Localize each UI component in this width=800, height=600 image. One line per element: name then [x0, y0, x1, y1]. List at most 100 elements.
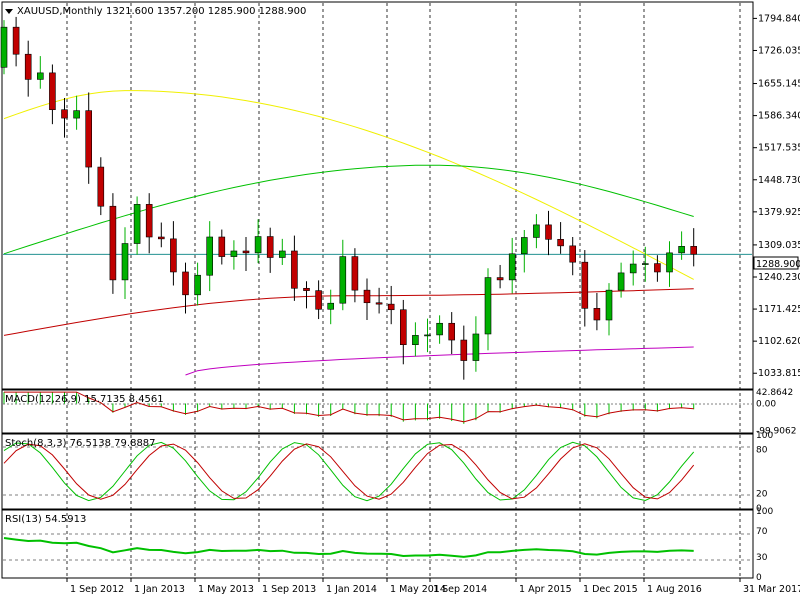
ma-fast-line [3, 90, 694, 280]
candle-body [545, 224, 552, 240]
x-tick-label: 1 Sep 2014 [433, 584, 487, 595]
indicator-tick-label: -99.9062 [756, 426, 796, 436]
candle-body [484, 277, 492, 335]
rsi-indicator [3, 537, 694, 558]
candle-body [303, 287, 310, 291]
current-price-box [753, 256, 799, 270]
x-tick-label: 1 Jan 2014 [326, 584, 377, 595]
candle-body [424, 334, 431, 337]
chart-ohlc: 1321.600 1357.200 1285.900 1288.900 [106, 6, 306, 17]
candle-body [73, 110, 80, 119]
x-tick-label: 1 Jan 2013 [134, 584, 185, 595]
candle-body [339, 256, 347, 304]
y-tick-label: 1033.815 [758, 368, 800, 379]
candle-body [24, 53, 32, 80]
rsi-line [3, 537, 694, 558]
candle-body [97, 166, 105, 207]
candle-body [399, 309, 407, 346]
price-panel [1, 1, 754, 390]
candle-body [375, 302, 383, 305]
stoch-title: Stoch(8,3,3) 76.5138 79.8887 [5, 438, 156, 449]
candle-body [327, 302, 335, 310]
indicator-tick-label: 0 [756, 504, 762, 514]
candle-body [351, 256, 359, 291]
stoch-signal-line [3, 443, 695, 500]
candle-body [49, 72, 56, 111]
candle-body [206, 236, 213, 276]
y-tick-label: 1240.230 [758, 272, 800, 283]
ma-slow-line [3, 288, 694, 336]
y-tick-label: 1517.535 [758, 143, 800, 154]
candle-body [557, 239, 564, 247]
candle-body [61, 109, 68, 119]
y-tick-label: 1379.925 [758, 207, 800, 218]
candle-body [291, 250, 298, 289]
candle-body [605, 289, 613, 321]
macd-title: MACD(12,26,9) 15.7135 8.4561 [5, 394, 164, 405]
indicator-tick-label: 100 [756, 507, 773, 517]
x-tick-label: 1 Sep 2012 [70, 584, 124, 595]
candle-body [109, 205, 117, 281]
indicator-tick-label: 20 [756, 489, 768, 499]
candle-body [678, 246, 685, 254]
macd-indicator [3, 391, 695, 424]
candle-body [496, 277, 504, 281]
macd-signal-line [4, 391, 694, 423]
y-tick-label: 1586.340 [758, 111, 800, 122]
candle-body [145, 204, 153, 238]
indicator-tick-label: 30 [756, 553, 768, 563]
macd-panel [1, 389, 754, 434]
x-tick-label: 1 Dec 2015 [583, 584, 638, 595]
y-tick-label: 1794.840 [758, 13, 800, 24]
candle-body [230, 250, 238, 257]
moving-averages [3, 90, 694, 376]
indicator-tick-label: 70 [756, 527, 768, 537]
candle-body [436, 322, 443, 336]
y-tick-label: 1309.035 [758, 240, 800, 251]
stochastic-indicator [3, 441, 695, 502]
indicator-tick-label: 100 [756, 431, 773, 441]
candle-body [158, 236, 165, 240]
candle-body [36, 72, 44, 80]
candle-body [412, 335, 419, 346]
y-tick-label: 1726.035 [758, 45, 800, 56]
candle-body [641, 263, 649, 265]
y-tick-label: 1102.620 [758, 336, 800, 347]
candle-body [533, 224, 540, 238]
x-tick-label: 1 May 2014 [390, 584, 446, 595]
indicator-tick-label: 0.00 [756, 399, 776, 409]
rsi-title: RSI(13) 54.5913 [5, 514, 86, 525]
stoch-main-line [3, 441, 695, 502]
candlesticks [0, 16, 698, 380]
candle-body [315, 290, 322, 310]
chart-symbol: XAUUSD,Monthly [17, 6, 103, 17]
collapse-arrow-icon[interactable] [5, 9, 13, 14]
candle-body [520, 237, 528, 255]
current-price-label: 1288.900 [756, 259, 800, 270]
candle-body [218, 236, 226, 257]
x-tick-label: 1 Aug 2016 [647, 584, 702, 595]
candle-body [194, 274, 201, 296]
candle-body [690, 246, 698, 255]
x-axis: 1 Sep 2012 1 Jan 2013 1 May 2013 1 Sep 2013… [66, 578, 800, 595]
ma-mid-line [3, 164, 694, 255]
candle-body [569, 245, 577, 263]
candle-body [508, 253, 516, 281]
candle-body [0, 26, 8, 68]
candle-body [266, 236, 274, 258]
candle-body [85, 110, 92, 168]
candle-body [593, 308, 601, 321]
x-tick-label: 1 May 2013 [198, 584, 254, 595]
candle-body [242, 250, 250, 254]
candle-body [182, 271, 189, 296]
candle-body [629, 263, 637, 274]
candle-body [170, 238, 177, 273]
candle-body [363, 289, 371, 304]
candle-body [387, 303, 395, 311]
ma-long-line [185, 346, 694, 376]
x-tick-label: 31 Mar 2017 [743, 584, 800, 595]
candle-body [472, 333, 480, 361]
candle-body [654, 263, 661, 273]
candle-body [666, 252, 673, 273]
